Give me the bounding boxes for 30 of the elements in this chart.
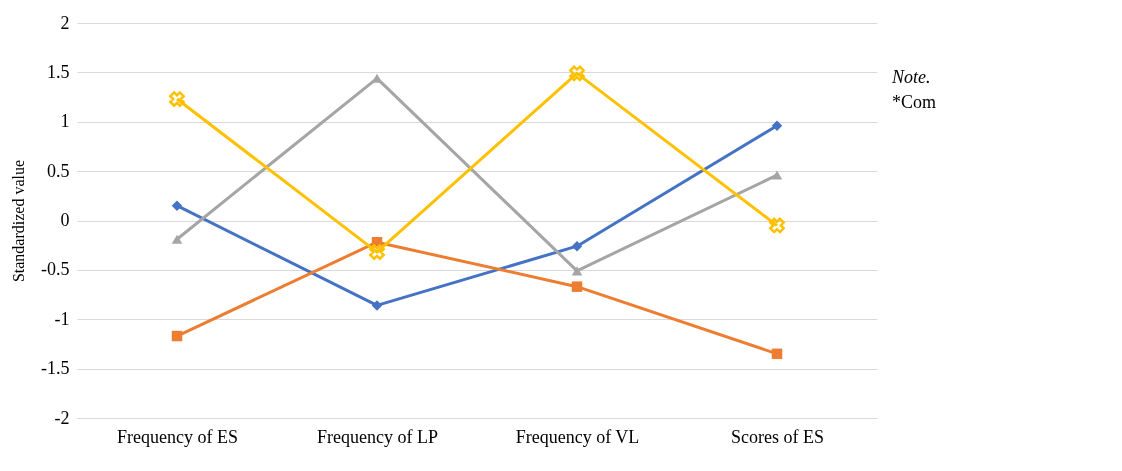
point (369, 244, 385, 260)
y-tick-label: 1.5 (47, 61, 70, 82)
x-tick-label: Scores of ES (731, 426, 824, 447)
text: Note. (891, 67, 931, 87)
y-tick-label: -2 (54, 407, 70, 428)
y-tick-label: 0.5 (47, 160, 70, 181)
point (771, 120, 783, 131)
x-tick-label: Frequency of ES (117, 426, 238, 447)
point (569, 65, 585, 82)
point (169, 91, 185, 107)
y-tick-label: 2 (60, 12, 70, 33)
point (769, 217, 785, 234)
y-tick-label: 0 (60, 210, 70, 230)
text: *Com (892, 92, 937, 112)
point (171, 234, 183, 244)
point (371, 300, 383, 311)
x-tick-label: Frequency of LP (317, 426, 438, 447)
point (771, 348, 783, 360)
y-tick-label: -0.5 (41, 259, 70, 280)
point (771, 170, 783, 180)
y-tick-label: -1 (54, 308, 70, 329)
point (171, 330, 183, 342)
y-tick-label: -1.5 (41, 358, 70, 379)
point (171, 200, 183, 211)
point (571, 240, 583, 252)
y-axis-title: Standardized value (10, 159, 28, 283)
x-tick-label: Frequency of VL (515, 426, 640, 447)
y-tick-label: 1 (60, 111, 70, 132)
point (571, 281, 583, 292)
point (571, 266, 583, 276)
